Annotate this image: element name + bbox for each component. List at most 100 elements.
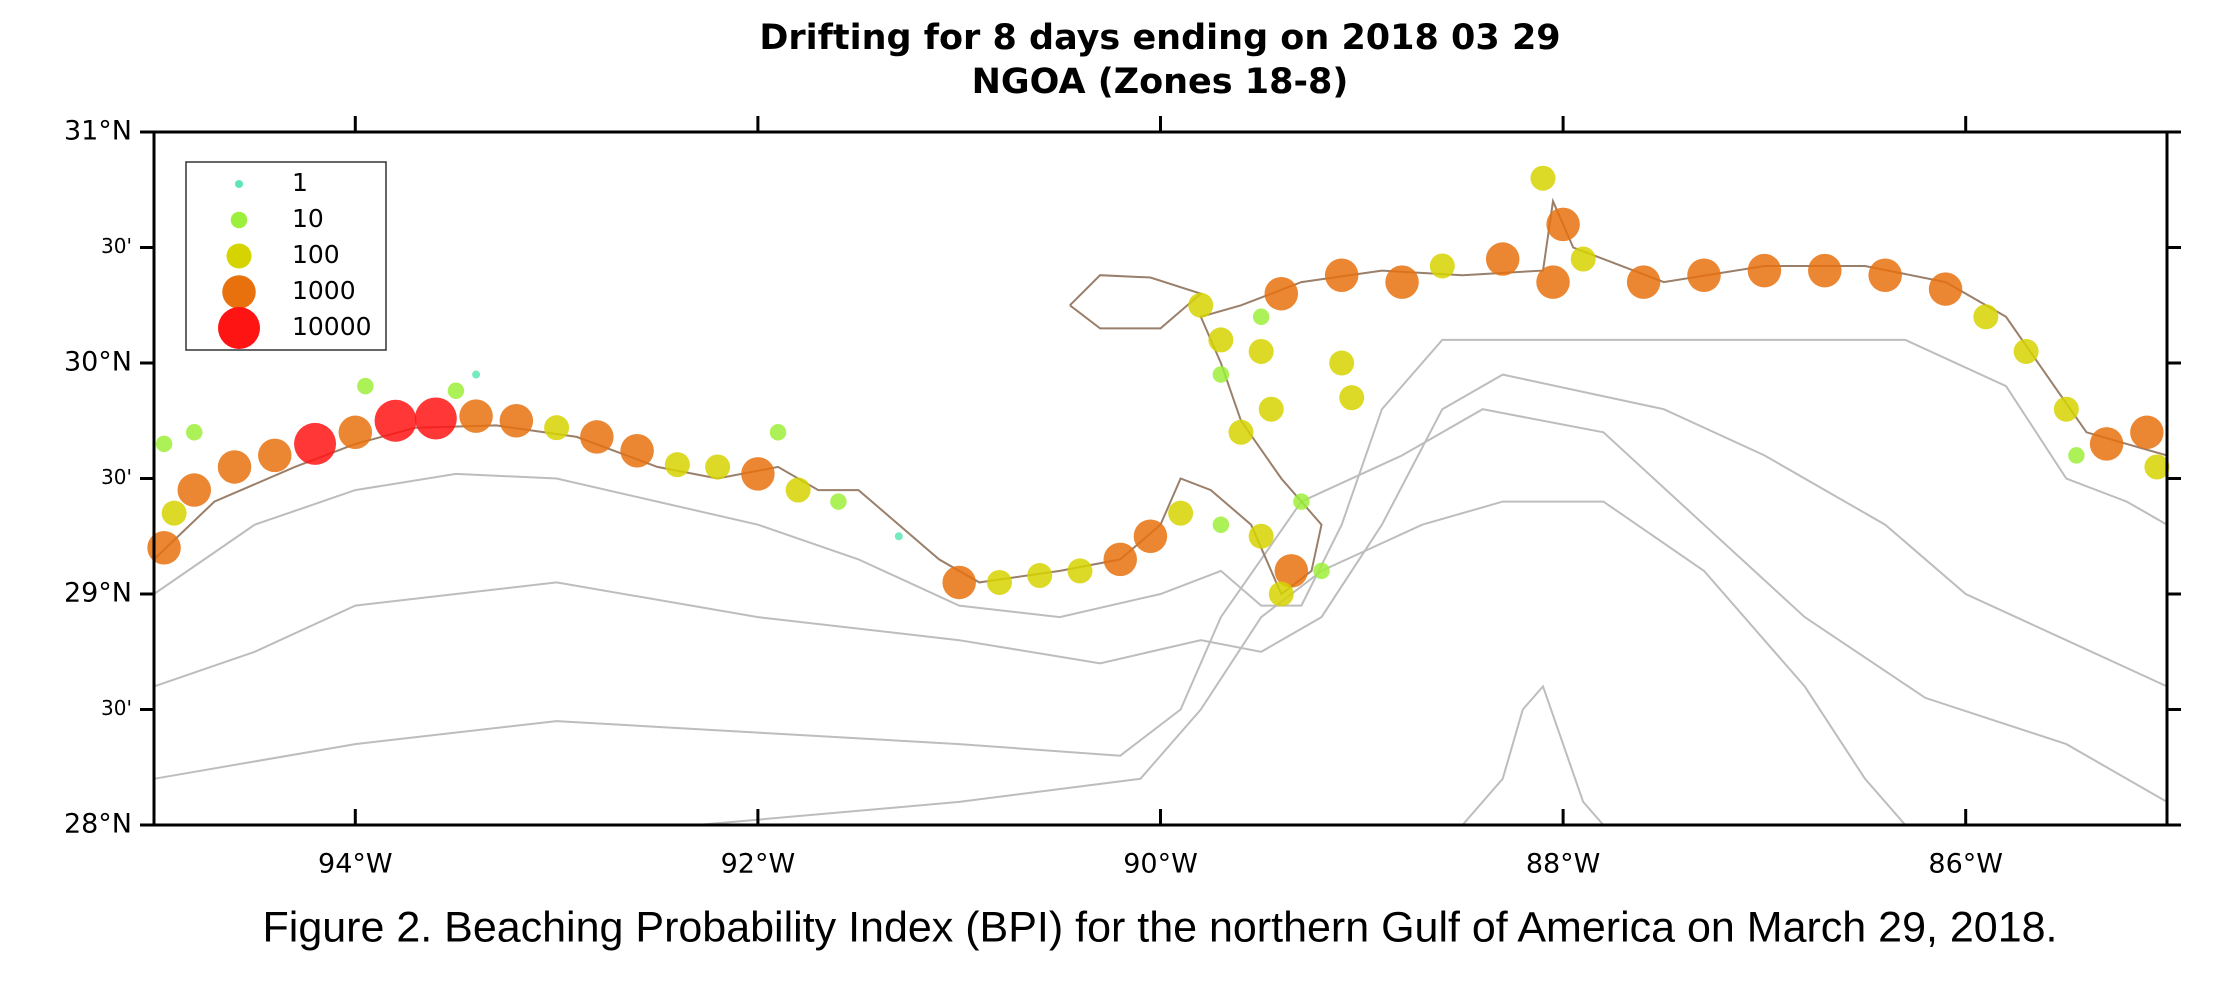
bpi-point: [620, 434, 654, 468]
bpi-point: [894, 532, 903, 541]
bpi-point: [1747, 253, 1782, 288]
bpi-point: [1133, 519, 1168, 553]
bpi-point: [1626, 265, 1661, 299]
bpi-point: [1928, 272, 1963, 306]
bpi-point: [147, 531, 181, 565]
bpi-point: [1530, 165, 1556, 191]
bpi-point: [942, 565, 976, 600]
bpi-point: [1252, 308, 1270, 326]
y-tick-label: 30': [101, 234, 132, 258]
bpi-point: [1313, 562, 1330, 580]
y-tick-label: 30': [101, 696, 132, 720]
isobath: [153, 373, 2168, 688]
bpi-point: [1208, 327, 1234, 353]
bpi-point: [472, 370, 481, 379]
bpi-point: [2053, 396, 2079, 422]
bpi-point: [1248, 338, 1274, 364]
y-tick-label: 29°N: [64, 578, 132, 609]
bpi-point: [155, 435, 173, 453]
bpi-point: [1324, 258, 1359, 292]
bpi-point: [2144, 454, 2170, 480]
bpi-point: [1258, 396, 1284, 422]
isobath: [153, 408, 2168, 803]
legend-label: 100: [292, 240, 340, 269]
y-tick-label: 30°N: [64, 347, 132, 378]
bpi-point: [217, 450, 252, 484]
bpi-point: [1485, 242, 1520, 276]
y-tick-label: 30': [101, 465, 132, 489]
bpi-point: [1687, 258, 1721, 292]
bpi-point: [447, 382, 465, 399]
bpi-point: [2068, 447, 2085, 464]
x-tick-label: 88°W: [1526, 849, 1601, 880]
legend-box: [185, 161, 387, 351]
bpi-point: [741, 457, 775, 491]
points: [147, 165, 2170, 607]
legend-label: 1: [292, 168, 308, 197]
x-tick-label: 86°W: [1928, 849, 2003, 880]
bpi-point: [769, 424, 787, 441]
bpi-point: [1168, 500, 1194, 526]
legend-label: 10: [292, 204, 324, 233]
bpi-point: [705, 454, 731, 480]
bpi-point: [338, 415, 373, 450]
bpi-point: [161, 500, 187, 526]
basemap: [153, 197, 2168, 826]
bpi-point: [2089, 427, 2124, 461]
bpi-point: [1103, 542, 1137, 577]
bpi-point: [830, 493, 847, 510]
bpi-point: [664, 452, 690, 478]
axes: 94°W 92°W 90°W 88°W 86°W 28°N 30' 29°N 30' 30°N 30…: [64, 116, 2181, 880]
bpi-point: [499, 404, 534, 438]
chart-title: Drifting for 8 days ending on 2018 03 29: [759, 18, 1560, 58]
bpi-point: [1264, 276, 1299, 311]
legend-marker: [218, 307, 260, 349]
chart-subtitle: NGOA (Zones 18-8): [972, 62, 1349, 102]
bpi-point: [1067, 558, 1093, 584]
bpi-point: [186, 424, 203, 441]
bpi-point: [177, 473, 212, 507]
bpi-point: [1329, 350, 1355, 376]
legend-label: 10000: [292, 312, 372, 341]
plot-frame: [152, 130, 2169, 827]
bpi-point: [986, 569, 1012, 595]
bpi-point: [1339, 385, 1365, 411]
bpi-point: [1570, 246, 1596, 272]
lake: [1069, 274, 1203, 330]
bpi-point: [2013, 338, 2039, 364]
bpi-point: [1973, 304, 1999, 330]
bpi-point: [1868, 258, 1902, 292]
y-tick-label: 31°N: [64, 116, 132, 147]
x-tick-label: 90°W: [1123, 849, 1198, 880]
bpi-point: [1188, 292, 1214, 318]
bpi-point: [1546, 207, 1580, 242]
bpi-point: [414, 397, 457, 440]
legend-label: 1000: [292, 276, 356, 305]
bpi-point: [1536, 265, 1570, 299]
isobath: [153, 338, 2168, 619]
bpi-point: [544, 415, 570, 441]
bpi-point: [1212, 516, 1230, 533]
isobath: [1461, 684, 1605, 826]
bpi-point: [1429, 253, 1455, 279]
x-tick-label: 94°W: [318, 849, 393, 880]
bpi-point: [459, 399, 493, 433]
bpi-point: [1274, 554, 1309, 588]
bpi-point: [294, 422, 337, 465]
bpi-point: [1293, 493, 1310, 510]
bpi-point: [1228, 419, 1254, 445]
y-tick-label: 28°N: [64, 809, 132, 840]
bpi-point: [1385, 265, 1419, 299]
x-tick-label: 92°W: [721, 849, 796, 880]
legend-marker: [222, 275, 256, 309]
bpi-point: [1268, 581, 1294, 607]
legend-marker: [226, 243, 252, 269]
bpi-point: [2130, 415, 2164, 450]
legend: 1 10 100 1000 10000: [185, 161, 387, 351]
bpi-point: [258, 438, 292, 473]
legend-marker: [230, 211, 248, 229]
bpi-point: [1248, 523, 1274, 549]
legend-marker: [235, 180, 243, 188]
